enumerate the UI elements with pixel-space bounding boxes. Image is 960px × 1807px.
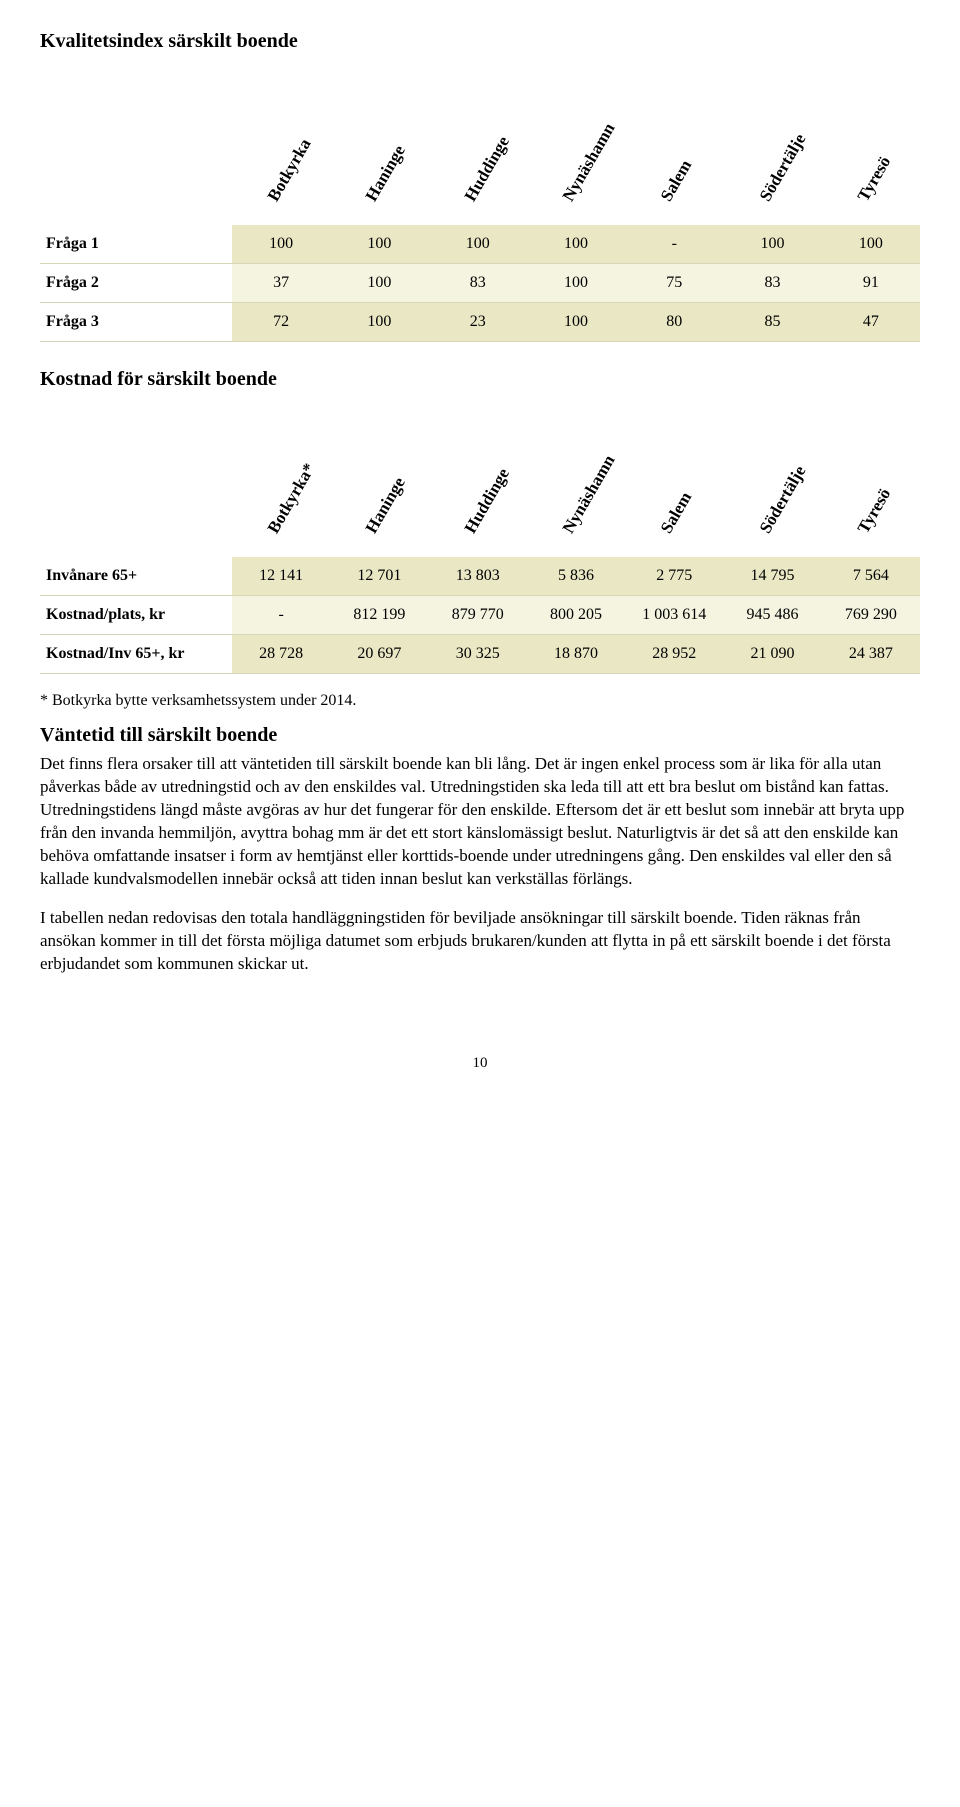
cost-heading: Kostnad för särskilt boende xyxy=(40,368,920,391)
cell: 100 xyxy=(527,303,625,342)
col-header: Tyresö xyxy=(822,397,920,557)
cell: 80 xyxy=(625,303,723,342)
cell: 91 xyxy=(822,264,920,303)
cell: 100 xyxy=(723,225,821,264)
cell: 945 486 xyxy=(723,596,821,635)
cell: - xyxy=(625,225,723,264)
row-label: Kostnad/plats, kr xyxy=(40,596,232,635)
cell: 2 775 xyxy=(625,557,723,596)
cell: 100 xyxy=(527,264,625,303)
quality-index-table: Botkyrka Haninge Huddinge Nynäshamn Sale… xyxy=(40,65,920,342)
col-header: Salem xyxy=(625,397,723,557)
cell: 20 697 xyxy=(330,635,428,674)
table-header-row: Botkyrka Haninge Huddinge Nynäshamn Sale… xyxy=(40,65,920,225)
cell: 24 387 xyxy=(822,635,920,674)
cell: 812 199 xyxy=(330,596,428,635)
footnote: * Botkyrka bytte verksamhetssystem under… xyxy=(40,692,920,710)
cell: 47 xyxy=(822,303,920,342)
cell: 23 xyxy=(429,303,527,342)
col-header: Huddinge xyxy=(429,397,527,557)
col-header: Salem xyxy=(625,65,723,225)
cell: 100 xyxy=(330,303,428,342)
row-label: Kostnad/Inv 65+, kr xyxy=(40,635,232,674)
page-number: 10 xyxy=(40,1055,920,1072)
col-header: Haninge xyxy=(330,65,428,225)
cell: 30 325 xyxy=(429,635,527,674)
cell: 1 003 614 xyxy=(625,596,723,635)
cell: 100 xyxy=(527,225,625,264)
wait-heading: Väntetid till särskilt boende xyxy=(40,724,920,747)
col-header: Botkyrka xyxy=(232,65,330,225)
cell: 100 xyxy=(330,225,428,264)
row-label: Fråga 2 xyxy=(40,264,232,303)
col-header: Botkyrka* xyxy=(232,397,330,557)
cost-table: Botkyrka* Haninge Huddinge Nynäshamn Sal… xyxy=(40,397,920,674)
col-header: Södertälje xyxy=(723,65,821,225)
row-label: Fråga 1 xyxy=(40,225,232,264)
body-paragraph: I tabellen nedan redovisas den totala ha… xyxy=(40,907,920,976)
row-label: Invånare 65+ xyxy=(40,557,232,596)
quality-index-heading: Kvalitetsindex särskilt boende xyxy=(40,30,920,53)
cell: 18 870 xyxy=(527,635,625,674)
cell: 75 xyxy=(625,264,723,303)
header-spacer xyxy=(40,397,232,557)
cell: 28 728 xyxy=(232,635,330,674)
cell: 12 141 xyxy=(232,557,330,596)
cell: 85 xyxy=(723,303,821,342)
cell: 100 xyxy=(232,225,330,264)
table-row: Invånare 65+ 12 141 12 701 13 803 5 836 … xyxy=(40,557,920,596)
document-page: Kvalitetsindex särskilt boende Botkyrka … xyxy=(0,0,960,1132)
cell: 769 290 xyxy=(822,596,920,635)
cell: 12 701 xyxy=(330,557,428,596)
col-header: Södertälje xyxy=(723,397,821,557)
cell: 100 xyxy=(330,264,428,303)
table-row: Fråga 1 100 100 100 100 - 100 100 xyxy=(40,225,920,264)
col-header: Tyresö xyxy=(822,65,920,225)
col-header: Nynäshamn xyxy=(527,397,625,557)
cell: 83 xyxy=(723,264,821,303)
cell: 13 803 xyxy=(429,557,527,596)
cell: 72 xyxy=(232,303,330,342)
cell: 100 xyxy=(822,225,920,264)
cell: 14 795 xyxy=(723,557,821,596)
cell: 83 xyxy=(429,264,527,303)
cell: 100 xyxy=(429,225,527,264)
table-row: Kostnad/Inv 65+, kr 28 728 20 697 30 325… xyxy=(40,635,920,674)
col-header: Haninge xyxy=(330,397,428,557)
cell: 879 770 xyxy=(429,596,527,635)
table-row: Kostnad/plats, kr - 812 199 879 770 800 … xyxy=(40,596,920,635)
cell: 5 836 xyxy=(527,557,625,596)
cell: 800 205 xyxy=(527,596,625,635)
cell: 28 952 xyxy=(625,635,723,674)
table-row: Fråga 2 37 100 83 100 75 83 91 xyxy=(40,264,920,303)
cell: - xyxy=(232,596,330,635)
body-paragraph: Det finns flera orsaker till att vänteti… xyxy=(40,753,920,891)
table-header-row: Botkyrka* Haninge Huddinge Nynäshamn Sal… xyxy=(40,397,920,557)
table-row: Fråga 3 72 100 23 100 80 85 47 xyxy=(40,303,920,342)
row-label: Fråga 3 xyxy=(40,303,232,342)
col-header: Nynäshamn xyxy=(527,65,625,225)
cell: 21 090 xyxy=(723,635,821,674)
cell: 37 xyxy=(232,264,330,303)
cell: 7 564 xyxy=(822,557,920,596)
col-header: Huddinge xyxy=(429,65,527,225)
header-spacer xyxy=(40,65,232,225)
